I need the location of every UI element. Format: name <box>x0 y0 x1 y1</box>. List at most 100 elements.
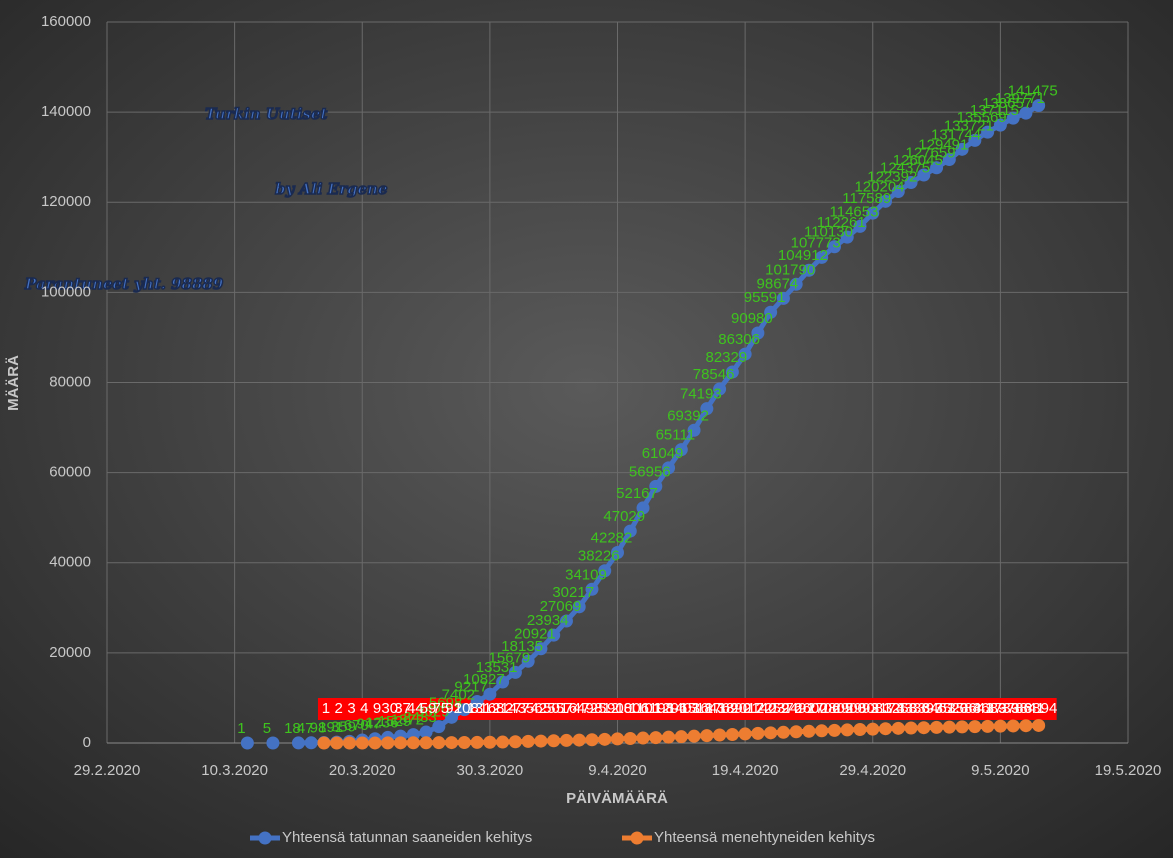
data-point <box>521 734 535 748</box>
data-label: 3397 <box>909 700 942 717</box>
data-label: 86306 <box>718 331 760 348</box>
data-point <box>1006 719 1020 733</box>
data-label: 112261 <box>817 214 866 231</box>
data-point <box>623 731 637 745</box>
data-label: 2433 <box>403 709 436 726</box>
data-point <box>764 305 778 319</box>
data-label: 52167 <box>616 485 658 502</box>
data-point <box>445 736 459 750</box>
data-label: 34109 <box>565 566 607 583</box>
data-label: 1 <box>322 700 330 717</box>
data-label: 78546 <box>693 366 735 383</box>
data-point <box>611 732 624 746</box>
data-point <box>521 654 535 668</box>
data-label: 1 <box>237 720 245 737</box>
data-label: 2259 <box>756 700 789 717</box>
data-label: 191 <box>318 719 343 736</box>
data-point <box>598 732 612 746</box>
data-point <box>1032 718 1046 732</box>
data-point <box>445 710 459 724</box>
data-label: 2805 <box>820 700 853 717</box>
data-label: 18 <box>284 720 301 737</box>
data-point <box>815 250 829 264</box>
data-point <box>381 736 395 750</box>
data-point <box>240 736 254 750</box>
data-label: 9217 <box>454 678 487 695</box>
data-point <box>827 240 841 254</box>
x-tick-label: 20.3.2020 <box>329 762 396 779</box>
data-label: 30217 <box>552 584 594 601</box>
data-point <box>930 720 944 734</box>
watermark: Parantuneet yht. 98889 <box>24 275 224 293</box>
data-point <box>432 736 446 750</box>
y-tick-label: 20000 <box>49 644 91 661</box>
data-label: 1529 <box>378 713 411 730</box>
data-label: 1518 <box>679 700 712 717</box>
x-tick-label: 9.4.2020 <box>588 762 646 779</box>
data-label: 1101 <box>629 700 661 717</box>
data-point <box>304 736 318 750</box>
data-point <box>751 326 765 340</box>
data-label: 3841 <box>1011 700 1044 717</box>
data-point <box>483 735 497 749</box>
data-point <box>534 642 548 656</box>
data-point <box>815 724 829 738</box>
data-point <box>955 142 969 156</box>
data-point <box>291 736 305 750</box>
y-tick-label: 0 <box>83 734 91 751</box>
data-label: 947 <box>356 716 381 733</box>
data-point <box>649 731 663 745</box>
watermark: Turkin Uutiset <box>205 105 327 123</box>
data-point <box>419 725 433 739</box>
data-point <box>853 723 867 737</box>
data-point <box>891 184 905 198</box>
data-label: 501 <box>543 700 568 717</box>
data-point <box>636 501 650 515</box>
data-label: 108 <box>454 700 479 717</box>
data-label: 3258 <box>884 700 917 717</box>
y-tick-label: 40000 <box>49 554 91 571</box>
data-label: 124375 <box>880 160 930 177</box>
data-label: 1769 <box>705 700 738 717</box>
data-point <box>457 736 471 750</box>
data-point <box>1019 106 1033 120</box>
data-label: 812 <box>594 700 619 717</box>
data-point <box>457 703 471 717</box>
data-point <box>700 729 714 743</box>
x-tick-label: 10.3.2020 <box>201 762 268 779</box>
data-label: 27069 <box>540 598 582 615</box>
data-point <box>700 402 714 416</box>
data-point <box>725 365 739 379</box>
data-label: 44 <box>407 700 424 717</box>
y-tick-label: 80000 <box>49 373 91 390</box>
data-point <box>981 125 995 139</box>
data-point <box>649 479 663 493</box>
data-label: 37 <box>394 700 411 717</box>
data-point <box>866 722 880 736</box>
data-label: 135569 <box>957 109 1007 126</box>
data-label: 42282 <box>591 529 633 546</box>
data-label: 126045 <box>893 152 943 169</box>
legend-marker <box>258 831 272 845</box>
data-label: 908 <box>607 700 632 717</box>
x-tick-label: 19.4.2020 <box>712 762 779 779</box>
data-label: 133721 <box>944 117 994 134</box>
data-point <box>955 720 969 734</box>
x-tick-label: 29.4.2020 <box>839 762 906 779</box>
data-label: 127659 <box>906 145 956 162</box>
data-label: 47 <box>297 720 314 737</box>
data-label: 3739 <box>986 700 1019 717</box>
data-point <box>917 168 931 182</box>
data-label: 3641 <box>960 700 993 717</box>
data-point <box>917 721 931 735</box>
data-point <box>776 291 790 305</box>
data-label: 3336 <box>896 700 929 717</box>
data-point <box>802 263 816 277</box>
data-point <box>406 736 420 750</box>
data-point <box>508 735 522 749</box>
data-label: 9 <box>373 700 381 717</box>
data-label: 356 <box>518 700 543 717</box>
data-point <box>738 347 752 361</box>
data-label: 1198 <box>642 700 674 717</box>
